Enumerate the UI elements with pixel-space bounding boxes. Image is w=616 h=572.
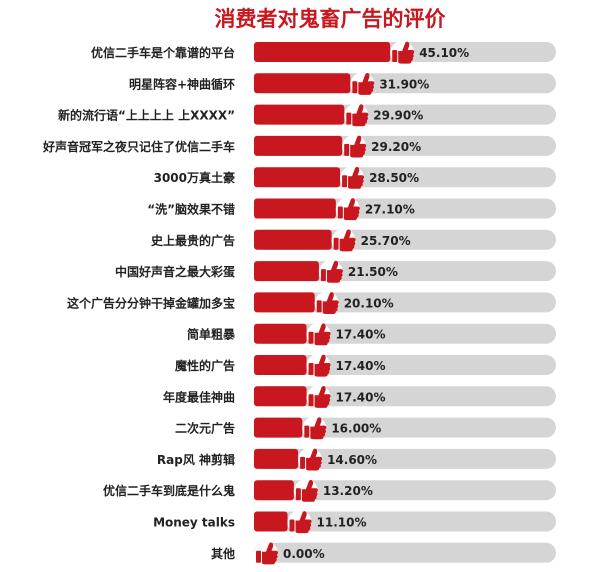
bar	[254, 104, 345, 125]
value-label: 29.20%	[371, 140, 421, 154]
value-label: 17.40%	[336, 390, 386, 404]
bar-row: 其他 0.00%	[211, 541, 556, 566]
category-label: 明星阵容+神曲循环	[129, 76, 235, 91]
bar	[254, 511, 288, 532]
value-label: 28.50%	[369, 171, 419, 185]
bar-row: 好声音冠军之夜只记住了优信二手车 29.20%	[42, 134, 556, 159]
category-label: Money talks	[153, 516, 235, 530]
category-label: Rap风 神剪辑	[157, 452, 235, 467]
bar-row: 优信二手车是个靠谱的平台 45.10%	[91, 41, 556, 65]
category-label: 优信二手车到底是什么鬼	[103, 483, 235, 498]
bar-track	[254, 480, 556, 501]
category-label: 这个广告分分钟干掉金罐加多宝	[67, 295, 235, 310]
bar-row: Rap风 神剪辑 14.60%	[157, 447, 556, 472]
value-label: 0.00%	[283, 547, 325, 561]
bar	[254, 323, 307, 344]
bar-row: 3000万真土豪 28.50%	[154, 166, 556, 191]
bar	[254, 229, 332, 250]
bar	[254, 73, 351, 94]
bar-row: Money talks 11.10%	[153, 510, 556, 535]
bar	[254, 42, 391, 62]
value-label: 21.50%	[348, 265, 398, 279]
bar	[254, 355, 307, 375]
category-label: 二次元广告	[175, 421, 235, 436]
category-label: 中国好声音之最大彩蛋	[115, 264, 235, 279]
value-label: 20.10%	[344, 296, 394, 310]
value-label: 11.10%	[317, 516, 367, 530]
value-label: 31.90%	[379, 77, 429, 91]
category-label: 年度最佳神曲	[163, 389, 235, 404]
category-label: 史上最贵的广告	[151, 233, 235, 248]
bar	[254, 198, 336, 219]
value-label: 45.10%	[419, 46, 469, 60]
bar-track	[254, 417, 556, 438]
bar-row: 明星阵容+神曲循环 31.90%	[129, 72, 556, 97]
bar	[254, 167, 341, 188]
bar-row: 中国好声音之最大彩蛋 21.50%	[115, 260, 556, 285]
value-label: 25.70%	[361, 234, 411, 248]
category-label: 新的流行语“上上上上 上XXXX”	[58, 108, 235, 123]
category-label: 好声音冠军之夜只记住了优信二手车	[42, 139, 235, 154]
bar	[254, 135, 343, 156]
category-label: 优信二手车是个靠谱的平台	[91, 45, 235, 60]
bar-row: 简单粗暴 17.40%	[187, 322, 556, 347]
bar-row: 史上最贵的广告 25.70%	[151, 228, 556, 253]
bar-row: 新的流行语“上上上上 上XXXX” 29.90%	[58, 103, 556, 128]
bar	[254, 261, 319, 282]
value-label: 14.60%	[327, 453, 377, 467]
bar	[254, 448, 299, 469]
chart-rows: 优信二手车是个靠谱的平台 45.10% 明星阵容+神曲循环 31.90% 新的流行语“上…	[42, 41, 556, 566]
bar-track	[254, 448, 556, 469]
value-label: 16.00%	[331, 422, 381, 436]
bar-row: “洗”脑效果不错 27.10%	[147, 197, 556, 222]
value-label: 17.40%	[336, 359, 386, 373]
category-label: 3000万真土豪	[154, 170, 235, 185]
bar-row: 这个广告分分钟干掉金罐加多宝 20.10%	[67, 291, 556, 316]
bar	[254, 386, 307, 407]
bar-track	[254, 511, 556, 532]
value-label: 13.20%	[323, 484, 373, 498]
category-label: 简单粗暴	[187, 327, 236, 342]
value-label: 17.40%	[336, 328, 386, 342]
bar-row: 年度最佳神曲 17.40%	[163, 385, 556, 410]
bar-track	[254, 542, 556, 563]
value-label: 29.90%	[373, 109, 423, 123]
bar-row: 二次元广告 16.00%	[175, 416, 556, 441]
bar-row: 优信二手车到底是什么鬼 13.20%	[103, 479, 556, 504]
value-label: 27.10%	[365, 203, 415, 217]
bar-row: 魔性的广告 17.40%	[175, 354, 556, 378]
chart-title: 消费者对鬼畜广告的评价	[215, 7, 447, 31]
category-label: 其他	[211, 546, 235, 561]
bar	[254, 480, 294, 501]
bar	[254, 292, 315, 313]
bar	[254, 417, 303, 438]
category-label: “洗”脑效果不错	[147, 202, 235, 217]
category-label: 魔性的广告	[175, 358, 235, 373]
